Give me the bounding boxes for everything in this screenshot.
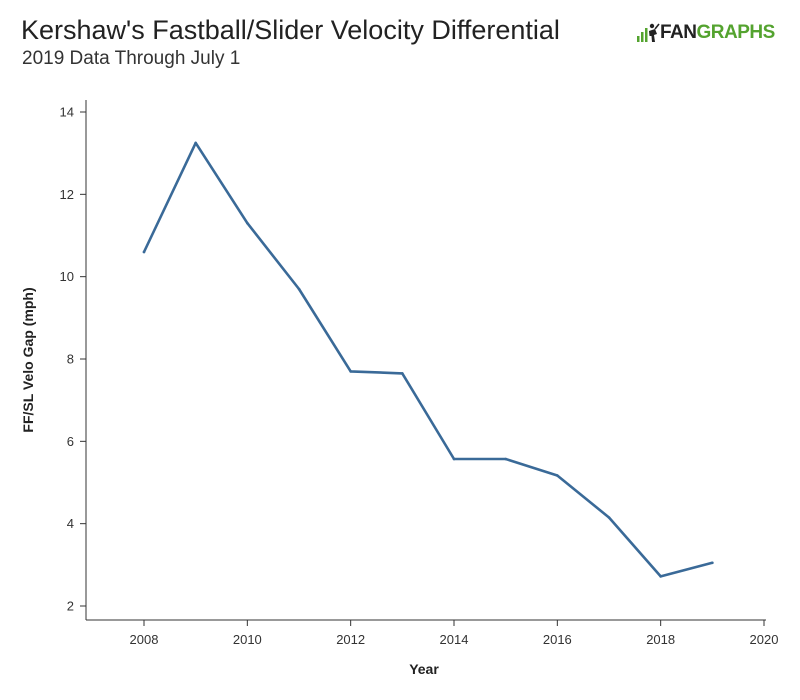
data-point: [349, 370, 352, 373]
logo-text-graphs: GRAPHS: [696, 22, 776, 43]
data-point: [504, 457, 507, 461]
data-point: [659, 575, 662, 578]
series-line: [142, 141, 714, 578]
x-tick-label: 2016: [543, 632, 572, 647]
data-point: [452, 457, 456, 461]
y-axis-title: FF/SL Velo Gap (mph): [20, 287, 36, 432]
fangraphs-logo-icon: [637, 23, 660, 42]
x-tick-label: 2012: [336, 632, 365, 647]
y-tick-label: 14: [60, 105, 74, 120]
chart-title: Kershaw's Fastball/Slider Velocity Diffe…: [21, 15, 560, 45]
series-layer: [142, 141, 714, 578]
data-point: [401, 372, 404, 375]
y-axis: 2 4 6 8 10 12 14: [60, 100, 87, 620]
x-axis: 2008 2010 2012 2014 2016 2018 2020: [86, 619, 779, 647]
x-tick-label: 2014: [440, 632, 469, 647]
x-tick-label: 2008: [130, 632, 159, 647]
fangraphs-logo: FANGRAPHS: [636, 21, 775, 45]
y-tick-label: 10: [60, 269, 74, 284]
data-point: [556, 474, 559, 477]
y-tick-label: 2: [67, 599, 74, 614]
x-tick-label: 2018: [646, 632, 675, 647]
data-point: [711, 561, 714, 565]
logo-text-fan: FAN: [660, 22, 697, 43]
x-tick-label: 2020: [750, 632, 779, 647]
y-tick-label: 12: [60, 187, 74, 202]
chart-subtitle: 2019 Data Through July 1: [22, 48, 241, 69]
x-tick-label: 2010: [233, 632, 262, 647]
fangraphs-logo-text: FANGRAPHS: [660, 22, 775, 44]
data-point: [142, 250, 146, 254]
x-axis-title: Year: [409, 661, 439, 677]
data-point: [607, 516, 611, 519]
y-tick-label: 8: [67, 352, 74, 367]
data-point: [297, 287, 301, 291]
y-tick-label: 4: [67, 516, 74, 531]
data-point: [194, 141, 197, 145]
y-tick-label: 6: [67, 434, 74, 449]
data-point: [246, 221, 249, 225]
